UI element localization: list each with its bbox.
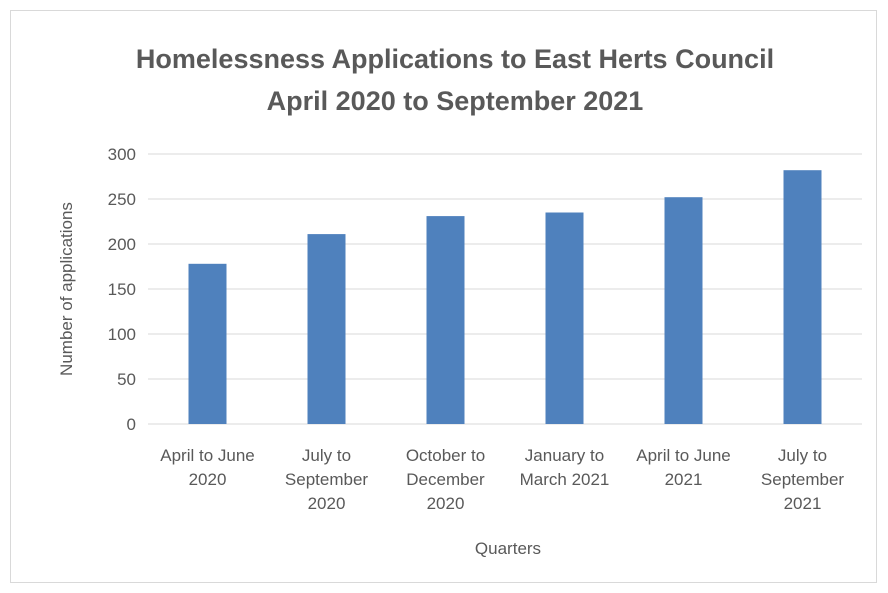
x-tick-label: October to December 2020 — [406, 446, 485, 513]
bar — [307, 234, 346, 424]
y-tick-label: 300 — [108, 145, 136, 164]
bar — [426, 216, 465, 424]
y-tick-label: 50 — [117, 370, 136, 389]
y-tick-label: 250 — [108, 190, 136, 209]
y-tick-label: 0 — [127, 415, 136, 434]
y-axis-label: Number of applications — [57, 202, 76, 376]
y-tick-label: 150 — [108, 280, 136, 299]
x-tick-label: July to September 2021 — [761, 446, 844, 513]
bar — [545, 212, 584, 424]
y-tick-label: 100 — [108, 325, 136, 344]
x-tick-label: January to March 2021 — [520, 446, 610, 489]
x-tick-label: April to June 2020 — [160, 446, 255, 489]
bar — [188, 263, 227, 424]
chart-title: Homelessness Applications to East Herts … — [136, 44, 774, 116]
bar — [783, 170, 822, 424]
x-axis-label: Quarters — [475, 539, 541, 558]
x-tick-label: April to June 2021 — [636, 446, 731, 489]
x-tick-label: July to September 2020 — [285, 446, 368, 513]
bar — [664, 197, 703, 424]
y-tick-label: 200 — [108, 235, 136, 254]
